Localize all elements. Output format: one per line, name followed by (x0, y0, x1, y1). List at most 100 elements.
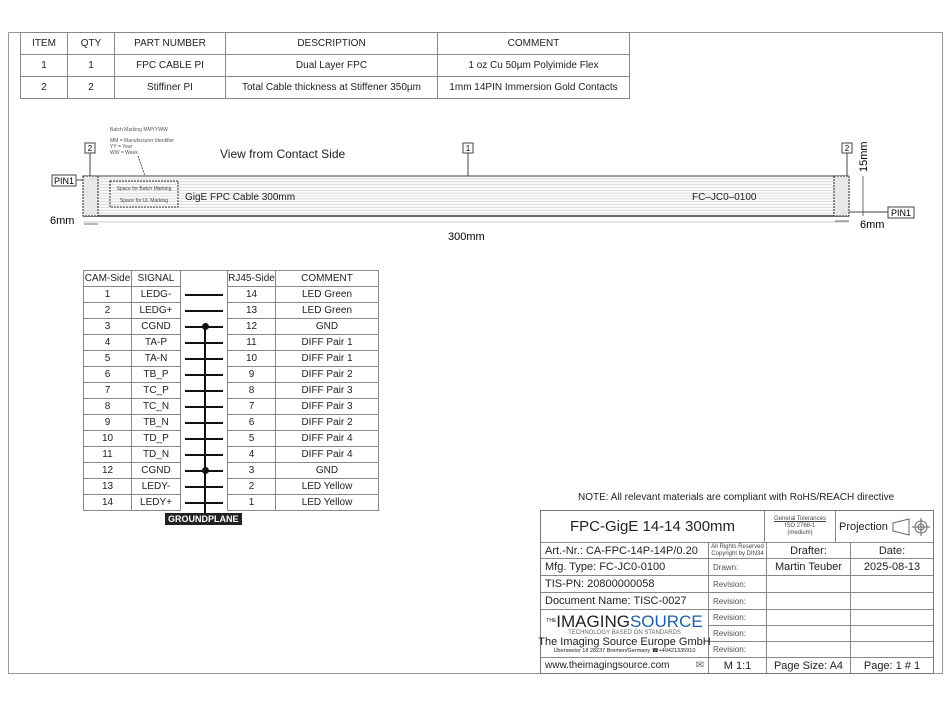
cell: 2 (20, 76, 68, 99)
website[interactable]: www.theimagingsource.com ✉ (541, 658, 709, 673)
signal: LEDG+ (131, 302, 181, 319)
signal: TD_P (131, 430, 181, 447)
rj45-pin: 1 (227, 494, 276, 511)
pin-comment: DIFF Pair 2 (275, 366, 379, 383)
bom-row: 1 1 FPC CABLE PI Dual Layer FPC 1 oz Cu 50µm… (20, 54, 630, 77)
cell: Dual Layer FPC (225, 54, 438, 77)
projection-label: Projection (839, 520, 888, 533)
mfg-type: Mfg. Type: FC-JC0-0100 (541, 559, 709, 576)
rj45-pin: 3 (227, 462, 276, 479)
pinout-row: 2 LEDG+ 13 LED Green (83, 302, 379, 319)
cell: Stiffiner PI (114, 76, 226, 99)
imaging-source-logo: THEIMAGINGSOURCE (546, 613, 702, 630)
space-ul-label: Space for UL Marking (120, 198, 168, 204)
header-part-number: PART NUMBER (114, 32, 226, 55)
rj45-pin: 8 (227, 382, 276, 399)
rj45-pin: 14 (227, 286, 276, 303)
tis-pn: TIS-PN: 20800000058 (541, 576, 709, 593)
general-tolerances: General Tolerances ISO 2768-1 (medium) (765, 511, 836, 543)
rj45-pin: 10 (227, 350, 276, 367)
signal: LEDY+ (131, 494, 181, 511)
pinout-row: 13 LEDY- 2 LED Yellow (83, 478, 379, 495)
rights-line: Copyright by DIN34 (711, 550, 764, 557)
pin-comment: GND (275, 462, 379, 479)
signal: TC_N (131, 398, 181, 415)
bill-of-materials: ITEM QTY PART NUMBER DESCRIPTION COMMENT… (20, 32, 630, 99)
pin-comment: LED Yellow (275, 494, 379, 511)
website-link[interactable]: www.theimagingsource.com (545, 660, 670, 671)
rj45-pin: 7 (227, 398, 276, 415)
pin-comment: DIFF Pair 1 (275, 334, 379, 351)
scale: M 1:1 (709, 658, 767, 673)
logo-source: SOURCE (629, 612, 703, 631)
header-comment: COMMENT (437, 32, 630, 55)
wire-line (185, 293, 223, 296)
bom-header: ITEM QTY PART NUMBER DESCRIPTION COMMENT (20, 32, 630, 55)
signal: CGND (131, 462, 181, 479)
stiffener-left (82, 175, 99, 217)
pinout-row: 11 TD_N 4 DIFF Pair 4 (83, 446, 379, 463)
page-size: Page Size: A4 (767, 658, 851, 673)
marking-area (109, 180, 179, 208)
logo-imaging: IMAGING (556, 612, 630, 631)
header-rj45-side: RJ45-Side (227, 270, 276, 287)
revision-drafter (767, 626, 851, 642)
cam-pin: 9 (83, 414, 132, 431)
signal: TA-P (131, 334, 181, 351)
pin-comment: DIFF Pair 4 (275, 446, 379, 463)
revision-label: Revision: (709, 576, 767, 593)
pin-comment: DIFF Pair 3 (275, 382, 379, 399)
pin-comment: DIFF Pair 1 (275, 350, 379, 367)
dim-6mm-left: 6mm (50, 215, 74, 227)
pinout-row: 4 TA-P 11 DIFF Pair 1 (83, 334, 379, 351)
dim-15mm: 15mm (858, 141, 870, 172)
drafter-name: Martin Teuber (767, 559, 851, 576)
rj45-pin: 2 (227, 478, 276, 495)
groundplane-label: GROUNDPLANE (165, 513, 242, 525)
compliance-note: NOTE: All relevant materials are complia… (578, 492, 895, 503)
rj45-pin: 11 (227, 334, 276, 351)
drawing-title: FPC-GigE 14-14 300mm (541, 511, 765, 543)
cam-pin: 14 (83, 494, 132, 511)
signal: TB_P (131, 366, 181, 383)
legend-line: WW = Week (110, 150, 138, 156)
signal: LEDY- (131, 478, 181, 495)
drawn-date: 2025-08-13 (851, 559, 933, 576)
revision-drafter (767, 642, 851, 658)
stiffener-right (833, 175, 850, 217)
pin-comment: LED Green (275, 286, 379, 303)
pin-comment: LED Green (275, 302, 379, 319)
header-comment: COMMENT (275, 270, 379, 287)
projection-symbol-icon (892, 517, 930, 536)
pin-comment: GND (275, 318, 379, 335)
cam-pin: 11 (83, 446, 132, 463)
drawn-label: Drawn: (709, 559, 767, 576)
tol-std: ISO 2768-1 (784, 523, 816, 529)
tol-class: (medium) (787, 530, 813, 536)
cam-pin: 12 (83, 462, 132, 479)
cable-drawing: Batch Marking MMYYWW MM = Manufacturer I… (50, 127, 915, 243)
revision-drafter (767, 593, 851, 610)
dim-6mm-right: 6mm (860, 219, 884, 231)
title-block: FPC-GigE 14-14 300mm General Tolerances I… (538, 510, 934, 674)
pinout-row: 10 TD_P 5 DIFF Pair 4 (83, 430, 379, 447)
cam-pin: 13 (83, 478, 132, 495)
cam-pin: 3 (83, 318, 132, 335)
pinout-row: 1 LEDG- 14 LED Green (83, 286, 379, 303)
cam-pin: 1 (83, 286, 132, 303)
mail-icon: ✉ (695, 660, 704, 671)
wire-line (185, 309, 223, 312)
pinout-row: 14 LEDY+ 1 LED Yellow (83, 494, 379, 511)
wire (180, 286, 228, 303)
space-batch-label: Space for Batch Marking (117, 186, 172, 192)
page-number: Page: 1 # 1 (863, 659, 921, 672)
pin-comment: LED Yellow (275, 478, 379, 495)
cable-body (83, 175, 849, 223)
rights-line: All Rights Reserved (711, 543, 764, 550)
ground-bus-line (204, 326, 206, 514)
pinout-row: 9 TB_N 6 DIFF Pair 2 (83, 414, 379, 431)
rj45-pin: 4 (227, 446, 276, 463)
revision-label: Revision: (709, 610, 767, 626)
revision-date (851, 626, 933, 642)
